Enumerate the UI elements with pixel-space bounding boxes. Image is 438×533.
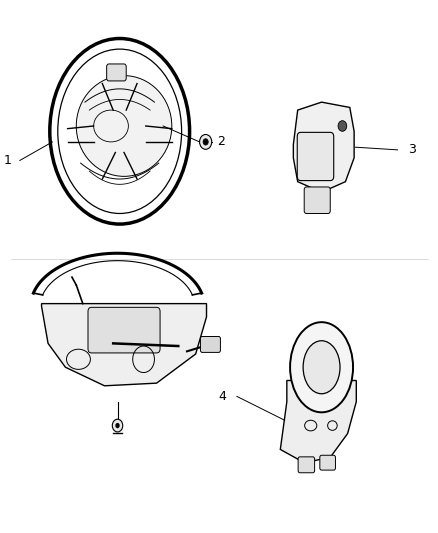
FancyBboxPatch shape [107, 64, 126, 81]
Text: 2: 2 [217, 135, 225, 148]
Text: 3: 3 [408, 143, 416, 156]
Circle shape [338, 120, 347, 131]
FancyBboxPatch shape [304, 187, 330, 214]
FancyBboxPatch shape [320, 455, 336, 470]
Ellipse shape [76, 76, 172, 176]
Text: 4: 4 [218, 390, 226, 403]
Polygon shape [42, 304, 207, 386]
FancyBboxPatch shape [201, 336, 220, 352]
Circle shape [203, 139, 208, 145]
FancyBboxPatch shape [297, 132, 334, 181]
FancyBboxPatch shape [88, 308, 160, 353]
Polygon shape [293, 102, 354, 192]
Circle shape [112, 419, 123, 432]
FancyBboxPatch shape [298, 457, 314, 473]
Polygon shape [280, 381, 356, 463]
Circle shape [115, 423, 120, 428]
Text: 1: 1 [3, 154, 11, 167]
Ellipse shape [290, 322, 353, 413]
Circle shape [200, 134, 212, 149]
Ellipse shape [303, 341, 340, 394]
